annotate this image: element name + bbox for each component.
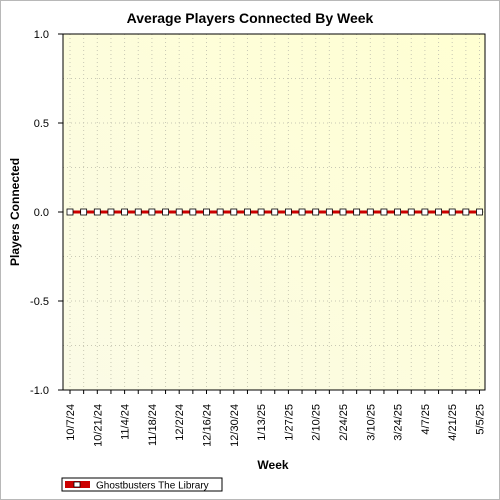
x-tick-label: 4/21/25 <box>447 404 459 441</box>
x-tick-label: 12/2/24 <box>174 404 186 441</box>
data-point <box>380 208 388 216</box>
y-tick-label: 0.5 <box>34 118 49 130</box>
data-point <box>244 208 251 216</box>
data-point <box>107 208 115 216</box>
x-tick-label: 11/4/24 <box>120 404 132 440</box>
x-tick-label: 4/7/25 <box>420 404 432 435</box>
y-tick-label: 0.0 <box>34 207 49 219</box>
data-point <box>93 208 101 216</box>
x-tick-label: 5/5/25 <box>475 404 487 435</box>
data-point <box>407 208 415 216</box>
data-point <box>284 208 292 216</box>
data-point <box>353 208 361 216</box>
legend: Ghostbusters The Library <box>61 477 223 492</box>
x-axis: 10/7/24 10/21/24 11/4/24 11/18/24 12/2/24 12/… <box>65 390 487 447</box>
x-tick-label: 2/24/25 <box>338 404 350 441</box>
data-point <box>476 208 483 216</box>
data-point <box>312 208 320 216</box>
data-point <box>216 208 224 216</box>
data-point <box>189 208 197 216</box>
x-tick-label: 1/27/25 <box>283 404 295 441</box>
x-tick-label: 12/30/24 <box>229 404 241 447</box>
data-point <box>448 208 456 216</box>
data-point <box>366 208 374 216</box>
data-point <box>162 208 169 216</box>
data-point <box>257 208 265 216</box>
data-point <box>462 208 470 216</box>
x-tick-label: 10/7/24 <box>65 404 77 441</box>
data-point <box>298 208 306 216</box>
y-axis-label: Players Connected <box>8 158 22 266</box>
y-tick-label: -1.0 <box>30 385 49 397</box>
data-point <box>325 208 333 216</box>
data-point <box>134 208 142 216</box>
data-point <box>435 208 442 216</box>
data-point <box>203 208 210 216</box>
data-point <box>271 208 279 216</box>
legend-marker <box>73 481 81 488</box>
data-point <box>230 208 238 216</box>
x-tick-label: 12/16/24 <box>202 404 214 447</box>
data-point <box>148 208 156 216</box>
x-tick-label: 3/10/25 <box>365 404 377 441</box>
series <box>66 208 483 216</box>
x-tick-label: 3/24/25 <box>393 404 405 441</box>
y-tick-label: 1.0 <box>34 29 49 41</box>
y-tick-label: -0.5 <box>30 296 49 308</box>
legend-box <box>61 477 223 492</box>
plot-border <box>62 33 486 391</box>
data-point <box>394 208 402 216</box>
data-point <box>121 208 128 216</box>
x-tick-label: 1/13/25 <box>256 404 268 441</box>
x-tick-label: 10/21/24 <box>92 404 104 447</box>
legend-label: Ghostbusters The Library <box>96 481 209 492</box>
chart-title: Average Players Connected By Week <box>127 10 374 26</box>
x-tick-label: 2/10/25 <box>311 404 323 441</box>
data-point <box>66 208 74 216</box>
data-point <box>339 208 347 216</box>
grid <box>63 33 485 391</box>
x-tick-label: 11/18/24 <box>147 404 159 446</box>
data-point <box>175 208 183 216</box>
data-point <box>80 208 88 216</box>
y-axis: 1.0 0.5 0.0 -0.5 -1.0 <box>30 29 63 397</box>
data-point <box>421 208 429 216</box>
x-axis-label: Week <box>257 458 288 472</box>
